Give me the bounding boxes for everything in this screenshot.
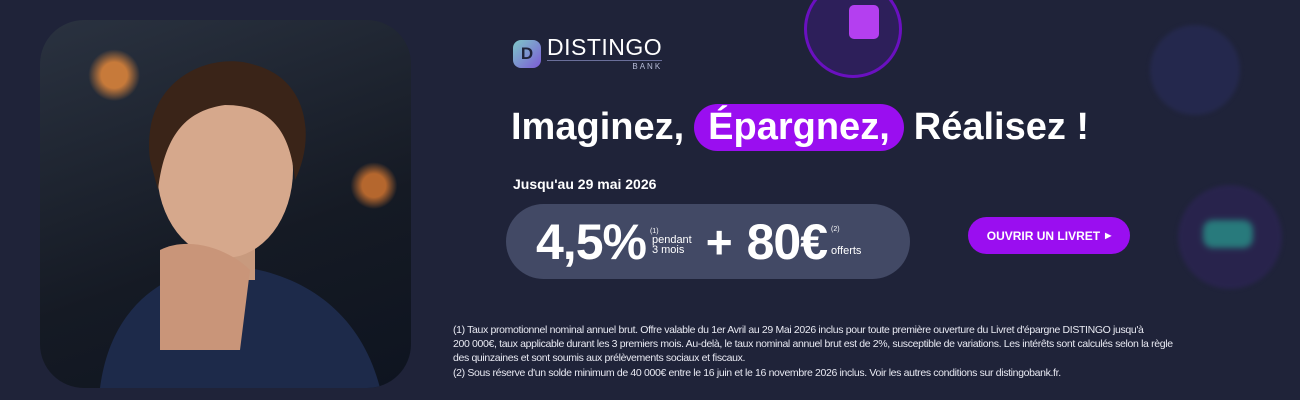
footnote-line: (1) Taux promotionnel nominal annuel bru…: [453, 324, 1144, 336]
offer-end-date: Jusqu'au 29 mai 2026: [513, 176, 657, 192]
footnote-line: des quinzaines et sont soumis aux prélèv…: [453, 352, 746, 365]
open-account-button[interactable]: OUVRIR UN LIVRET ▶: [968, 217, 1130, 254]
plus-sign: +: [705, 215, 733, 268]
distingo-logo: D DISTINGO BANK: [513, 34, 663, 71]
headline-part3: Réalisez !: [913, 106, 1090, 148]
headline-highlight: Épargnez,: [694, 104, 904, 151]
footnotes: (1) Taux promotionnel nominal annuel bru…: [453, 323, 1173, 380]
rate-line2: 3 mois: [651, 244, 685, 256]
car-icon: [1178, 185, 1282, 289]
offer-box: 4,5% (1) pendant 3 mois + 80€ (2) offert…: [506, 204, 910, 279]
man-portrait-photo: [40, 20, 411, 388]
distingo-logo-icon: D: [513, 39, 541, 68]
rate-note: (1): [649, 228, 659, 235]
triangle-right-icon: ▶: [1105, 231, 1112, 240]
bonus-note: (2): [831, 226, 840, 233]
bonus-value: 80€: [746, 213, 828, 270]
portrait-illustration: [100, 61, 380, 388]
footnote-line: 200 000€, taux applicable durant les 3 p…: [453, 338, 1173, 351]
travel-suitcase-icon: [804, 0, 902, 78]
piggy-bank-icon: [1150, 25, 1240, 115]
headline-part1: Imaginez,: [511, 106, 685, 148]
brand-sub: BANK: [547, 60, 663, 71]
cta-label: OUVRIR UN LIVRET: [986, 228, 1101, 243]
headline: Imaginez, Épargnez, Réalisez !: [511, 104, 1089, 151]
rate-line1: pendant: [651, 234, 692, 246]
bonus-label: offerts: [831, 245, 862, 257]
brand-name: DISTINGO: [547, 34, 663, 60]
rate-value: 4,5%: [536, 213, 647, 270]
footnote-line: (2) Sous réserve d'un solde minimum de 4…: [453, 366, 1061, 379]
